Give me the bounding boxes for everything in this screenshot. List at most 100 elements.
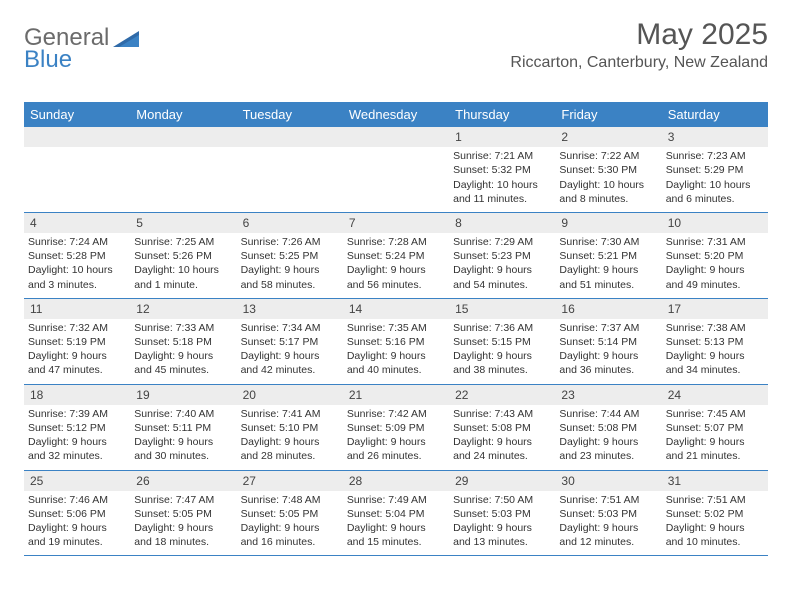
logo-sub: Blue	[24, 46, 72, 74]
sunset-text: Sunset: 5:04 PM	[347, 507, 445, 521]
dow-header-cell: Saturday	[662, 102, 768, 127]
day-number: 31	[662, 471, 768, 491]
sunrise-text: Sunrise: 7:34 AM	[241, 321, 339, 335]
day-number: 13	[237, 299, 343, 319]
logo-text-blue: Blue	[24, 46, 72, 73]
daylight-text: Daylight: 9 hours and 13 minutes.	[453, 521, 551, 549]
day-number: 6	[237, 213, 343, 233]
sunrise-text: Sunrise: 7:51 AM	[559, 493, 657, 507]
sunset-text: Sunset: 5:13 PM	[666, 335, 764, 349]
day-cell: 26Sunrise: 7:47 AMSunset: 5:05 PMDayligh…	[130, 471, 236, 556]
day-cell	[343, 127, 449, 212]
sunset-text: Sunset: 5:15 PM	[453, 335, 551, 349]
daylight-text: Daylight: 9 hours and 12 minutes.	[559, 521, 657, 549]
sunset-text: Sunset: 5:29 PM	[666, 163, 764, 177]
sunrise-text: Sunrise: 7:33 AM	[134, 321, 232, 335]
dow-header-cell: Monday	[130, 102, 236, 127]
day-cell: 25Sunrise: 7:46 AMSunset: 5:06 PMDayligh…	[24, 471, 130, 556]
daylight-text: Daylight: 10 hours and 11 minutes.	[453, 178, 551, 206]
daylight-text: Daylight: 9 hours and 26 minutes.	[347, 435, 445, 463]
daylight-text: Daylight: 9 hours and 45 minutes.	[134, 349, 232, 377]
title-block: May 2025 Riccarton, Canterbury, New Zeal…	[510, 18, 768, 72]
daylight-text: Daylight: 9 hours and 21 minutes.	[666, 435, 764, 463]
sunrise-text: Sunrise: 7:41 AM	[241, 407, 339, 421]
day-number: 19	[130, 385, 236, 405]
daylight-text: Daylight: 9 hours and 56 minutes.	[347, 263, 445, 291]
sunrise-text: Sunrise: 7:40 AM	[134, 407, 232, 421]
day-cell: 2Sunrise: 7:22 AMSunset: 5:30 PMDaylight…	[555, 127, 661, 212]
sunrise-text: Sunrise: 7:45 AM	[666, 407, 764, 421]
day-number: 25	[24, 471, 130, 491]
sunrise-text: Sunrise: 7:42 AM	[347, 407, 445, 421]
sunrise-text: Sunrise: 7:37 AM	[559, 321, 657, 335]
sunset-text: Sunset: 5:03 PM	[453, 507, 551, 521]
day-cell: 21Sunrise: 7:42 AMSunset: 5:09 PMDayligh…	[343, 385, 449, 470]
daylight-text: Daylight: 9 hours and 40 minutes.	[347, 349, 445, 377]
daylight-text: Daylight: 9 hours and 15 minutes.	[347, 521, 445, 549]
day-cell: 31Sunrise: 7:51 AMSunset: 5:02 PMDayligh…	[662, 471, 768, 556]
dow-header-cell: Wednesday	[343, 102, 449, 127]
sunset-text: Sunset: 5:06 PM	[28, 507, 126, 521]
day-cell: 7Sunrise: 7:28 AMSunset: 5:24 PMDaylight…	[343, 213, 449, 298]
day-number: 20	[237, 385, 343, 405]
day-cell: 30Sunrise: 7:51 AMSunset: 5:03 PMDayligh…	[555, 471, 661, 556]
day-cell: 18Sunrise: 7:39 AMSunset: 5:12 PMDayligh…	[24, 385, 130, 470]
day-number: 27	[237, 471, 343, 491]
day-number: 8	[449, 213, 555, 233]
day-cell: 24Sunrise: 7:45 AMSunset: 5:07 PMDayligh…	[662, 385, 768, 470]
daylight-text: Daylight: 9 hours and 58 minutes.	[241, 263, 339, 291]
day-number: 2	[555, 127, 661, 147]
sunrise-text: Sunrise: 7:50 AM	[453, 493, 551, 507]
dow-header-cell: Thursday	[449, 102, 555, 127]
sunset-text: Sunset: 5:26 PM	[134, 249, 232, 263]
sunset-text: Sunset: 5:32 PM	[453, 163, 551, 177]
daylight-text: Daylight: 9 hours and 10 minutes.	[666, 521, 764, 549]
day-number: 3	[662, 127, 768, 147]
daylight-text: Daylight: 9 hours and 51 minutes.	[559, 263, 657, 291]
day-number: 7	[343, 213, 449, 233]
sunset-text: Sunset: 5:19 PM	[28, 335, 126, 349]
sunrise-text: Sunrise: 7:48 AM	[241, 493, 339, 507]
sunrise-text: Sunrise: 7:36 AM	[453, 321, 551, 335]
sunrise-text: Sunrise: 7:46 AM	[28, 493, 126, 507]
day-cell: 27Sunrise: 7:48 AMSunset: 5:05 PMDayligh…	[237, 471, 343, 556]
day-cell: 22Sunrise: 7:43 AMSunset: 5:08 PMDayligh…	[449, 385, 555, 470]
sunrise-text: Sunrise: 7:44 AM	[559, 407, 657, 421]
day-number	[237, 127, 343, 147]
day-number: 29	[449, 471, 555, 491]
day-number	[24, 127, 130, 147]
sunrise-text: Sunrise: 7:35 AM	[347, 321, 445, 335]
sunset-text: Sunset: 5:16 PM	[347, 335, 445, 349]
day-cell: 8Sunrise: 7:29 AMSunset: 5:23 PMDaylight…	[449, 213, 555, 298]
day-cell: 3Sunrise: 7:23 AMSunset: 5:29 PMDaylight…	[662, 127, 768, 212]
week-row: 25 Sunrise: 7:46 AMSunset: 5:06 PM Dayligh…	[24, 471, 768, 557]
daylight-text: Daylight: 9 hours and 42 minutes.	[241, 349, 339, 377]
week-row: 11Sunrise: 7:32 AMSunset: 5:19 PMDayligh…	[24, 299, 768, 385]
day-number: 11	[24, 299, 130, 319]
day-cell: 4Sunrise: 7:24 AMSunset: 5:28 PMDaylight…	[24, 213, 130, 298]
daylight-text: Daylight: 9 hours and 47 minutes.	[28, 349, 126, 377]
sunrise-text: Sunrise: 7:26 AM	[241, 235, 339, 249]
dow-header-cell: Friday	[555, 102, 661, 127]
week-row: 18Sunrise: 7:39 AMSunset: 5:12 PMDayligh…	[24, 385, 768, 471]
day-cell: 6Sunrise: 7:26 AMSunset: 5:25 PMDaylight…	[237, 213, 343, 298]
sunrise-text: Sunrise: 7:21 AM	[453, 149, 551, 163]
day-number: 18	[24, 385, 130, 405]
day-cell: 19Sunrise: 7:40 AMSunset: 5:11 PMDayligh…	[130, 385, 236, 470]
sunset-text: Sunset: 5:12 PM	[28, 421, 126, 435]
day-cell: 29 Sunrise: 7:50 AMSunset: 5:03 PMDayligh…	[449, 471, 555, 556]
sunrise-text: Sunrise: 7:38 AM	[666, 321, 764, 335]
day-cell	[237, 127, 343, 212]
daylight-text: Daylight: 9 hours and 54 minutes.	[453, 263, 551, 291]
day-number: 14	[343, 299, 449, 319]
sunset-text: Sunset: 5:03 PM	[559, 507, 657, 521]
day-cell	[130, 127, 236, 212]
daylight-text: Daylight: 10 hours and 1 minute.	[134, 263, 232, 291]
day-number	[343, 127, 449, 147]
daylight-text: Daylight: 10 hours and 3 minutes.	[28, 263, 126, 291]
sunrise-text: Sunrise: 7:29 AM	[453, 235, 551, 249]
sunset-text: Sunset: 5:11 PM	[134, 421, 232, 435]
sunrise-text: Sunrise: 7:22 AM	[559, 149, 657, 163]
day-cell: 12Sunrise: 7:33 AMSunset: 5:18 PMDayligh…	[130, 299, 236, 384]
daylight-text: Daylight: 10 hours and 8 minutes.	[559, 178, 657, 206]
